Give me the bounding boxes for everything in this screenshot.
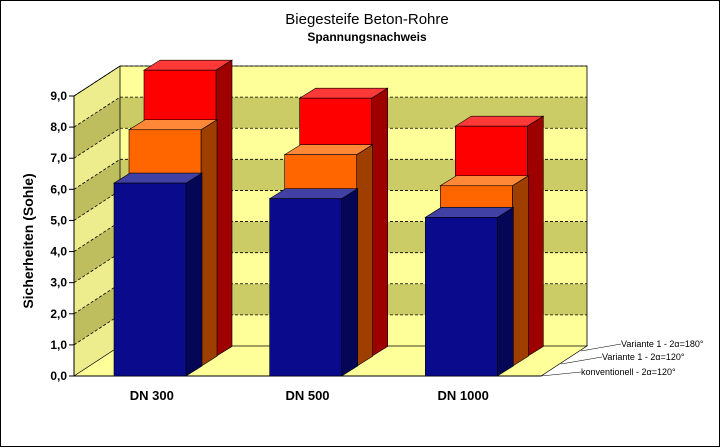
bar: [113, 182, 187, 377]
series-label-leader: [580, 343, 622, 352]
bar: [269, 198, 342, 377]
bar: [425, 217, 498, 377]
side-wall-band: [74, 159, 120, 221]
y-axis-label: Sicherheiten (Sohle): [20, 173, 36, 308]
side-wall-band: [74, 314, 120, 376]
bar-top: [298, 87, 389, 99]
bar-side: [185, 172, 203, 377]
side-wall-band: [74, 66, 120, 128]
y-tick-label: 6,0: [50, 182, 67, 196]
bar-top: [454, 115, 545, 127]
side-wall-band: [74, 190, 120, 252]
bar-top: [268, 188, 359, 199]
bar-top: [112, 172, 204, 184]
side-wall-band: [74, 221, 120, 283]
side-wall-band: [74, 128, 120, 190]
y-tick-label: 3,0: [50, 276, 67, 290]
gridline-side: [73, 190, 121, 221]
side-wall-band: [74, 252, 120, 314]
y-tick-label: 1,0: [50, 338, 67, 352]
y-tick-label: 5,0: [50, 213, 67, 227]
y-tick-label: 8,0: [50, 120, 67, 134]
y-tick-label: 7,0: [50, 151, 67, 165]
bar-side: [341, 188, 358, 377]
y-tick-label: 4,0: [50, 245, 67, 259]
side-wall-band: [74, 283, 120, 345]
series-label-leader: [560, 356, 603, 365]
series-label: Variante 1 - 2α=180°: [621, 339, 704, 349]
gridline-side: [73, 283, 121, 315]
gridline-side: [73, 221, 121, 252]
bar-top: [283, 144, 374, 155]
gridline-side: [73, 96, 121, 128]
bar-top: [127, 119, 219, 131]
bar-side: [215, 59, 233, 357]
bar-side: [497, 206, 514, 377]
x-tick-label: DN 500: [285, 388, 329, 403]
series-label: Variante 1 - 2α=120°: [602, 352, 685, 362]
y-tick-label: 9,0: [50, 89, 67, 103]
x-tick-label: DN 300: [130, 388, 174, 403]
series-label-leader: [540, 371, 582, 377]
bar-side: [512, 175, 529, 367]
y-tick-label: 0,0: [50, 369, 67, 383]
x-tick-label: DN 1000: [438, 388, 489, 403]
y-tick-label: 2,0: [50, 307, 67, 321]
chart-title: Biegesteife Beton-Rohre: [285, 11, 448, 28]
chart-subtitle: Spannungsnachweis: [307, 30, 427, 44]
gridline-side: [73, 158, 121, 190]
bar-top: [142, 59, 234, 71]
gridline-side: [73, 127, 121, 159]
plot-area: 0,0 1,0 2,0 3,0 4,0 5,0 6,0 7,0 8,0 9,0 DN 300 DN 5…: [50, 59, 704, 403]
bar-side: [200, 119, 218, 367]
bar-side: [356, 144, 373, 367]
bar-side: [371, 87, 388, 357]
gridline-side: [73, 314, 121, 346]
bar-top: [439, 175, 530, 187]
gridline-side: [73, 252, 121, 284]
bar-side: [527, 115, 544, 357]
side-wall-band: [74, 97, 120, 159]
series-label: konventionell - 2α=120°: [581, 367, 676, 377]
bar-top: [424, 207, 515, 218]
